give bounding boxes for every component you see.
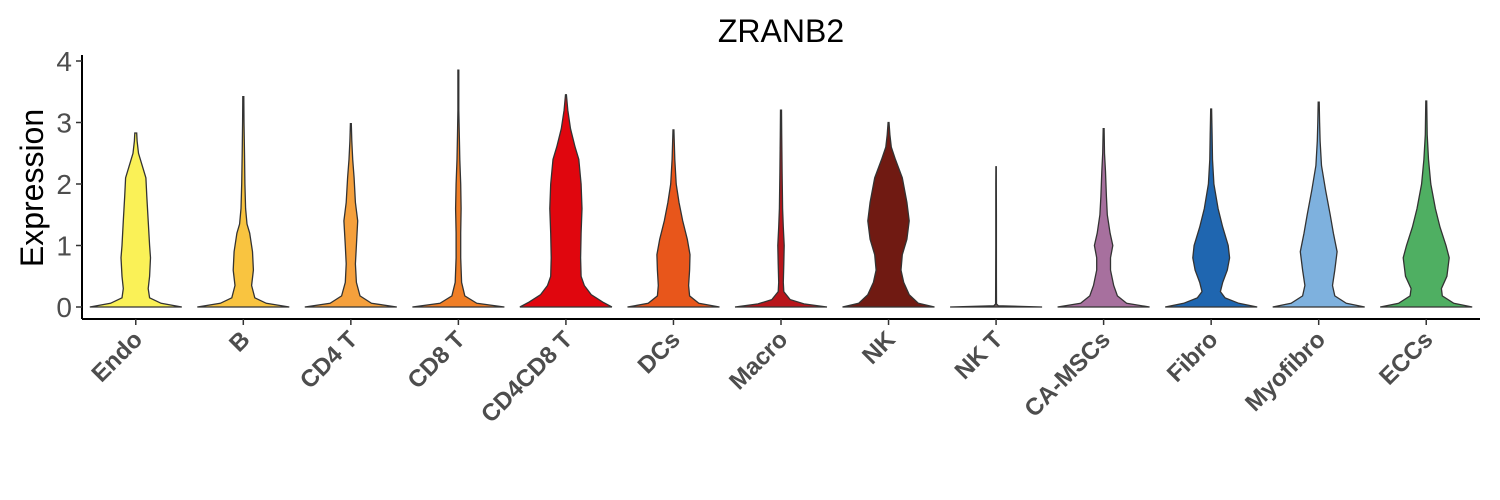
violin-nk bbox=[842, 121, 935, 308]
violin-ca-mscs bbox=[1057, 128, 1150, 308]
violin-nk-t bbox=[950, 166, 1043, 308]
x-tick-label: CD4CD8 T bbox=[476, 326, 578, 428]
violin-endo bbox=[89, 132, 182, 308]
violins-group bbox=[89, 69, 1473, 308]
x-axis: Endo B CD4 T CD8 T CD4CD8 T DCs Macro NK NK T CA-… bbox=[82, 318, 1480, 428]
x-tick-label: NK bbox=[857, 326, 901, 370]
violin-cd8-t bbox=[412, 69, 505, 308]
x-tick-label: Endo bbox=[86, 326, 148, 388]
violin-cd4-t bbox=[304, 123, 397, 308]
x-tick-label: CA-MSCs bbox=[1019, 326, 1115, 422]
y-axis-label: Expression bbox=[14, 109, 50, 267]
x-tick-label: Myofibro bbox=[1240, 326, 1331, 417]
y-tick-label: 2 bbox=[56, 169, 72, 200]
x-tick-label: Macro bbox=[724, 326, 793, 395]
x-tick-label: NK T bbox=[950, 326, 1009, 385]
y-tick-label: 1 bbox=[56, 231, 72, 262]
violin-b bbox=[197, 96, 290, 308]
x-tick-label: Fibro bbox=[1162, 326, 1224, 388]
y-tick-label: 4 bbox=[56, 46, 72, 77]
x-tick-label: ECCs bbox=[1374, 326, 1438, 390]
y-tick-label: 0 bbox=[56, 292, 72, 323]
x-tick-label: B bbox=[224, 326, 255, 357]
y-axis: 0 1 2 3 4 bbox=[56, 46, 83, 323]
x-tick-label: CD8 T bbox=[403, 326, 471, 394]
x-tick-label: DCs bbox=[633, 326, 686, 379]
violin-myofibro bbox=[1272, 101, 1365, 308]
y-tick-label: 3 bbox=[56, 108, 72, 139]
violin-macro bbox=[734, 109, 828, 308]
violin-fibro bbox=[1165, 108, 1258, 308]
violin-eccs bbox=[1380, 100, 1473, 308]
x-tick-label: CD4 T bbox=[295, 326, 363, 394]
violin-cd4cd8-t bbox=[519, 94, 613, 308]
violin-dcs bbox=[627, 129, 720, 308]
chart-title: ZRANB2 bbox=[718, 13, 844, 49]
